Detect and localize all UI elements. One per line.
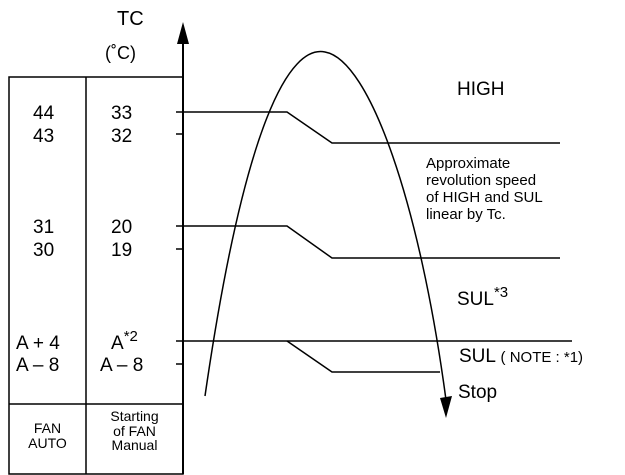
approx-line-2: revolution speed — [426, 172, 537, 189]
sul-label: SUL*3 — [457, 285, 508, 310]
stop-label: Stop — [458, 382, 498, 403]
col2-footer-line-1: Starting — [110, 408, 159, 424]
col2-low-base: A — [111, 333, 124, 354]
col2-footer-line-2: of FAN — [113, 422, 156, 439]
sul-note-label: SUL ( NOTE : *1) — [459, 347, 583, 366]
col2-high-value-1: 33 — [111, 103, 133, 124]
sul-note-main: SUL — [459, 346, 496, 367]
high-label: HIGH — [457, 79, 505, 100]
axis-label: TC — [117, 8, 144, 30]
hysteresis-curve — [204, 50, 447, 401]
col2-low-value-2: A – 8 — [100, 355, 144, 376]
col2-low-value-1: A*2 — [111, 329, 138, 354]
tc-axis-arrow-icon — [177, 22, 189, 44]
approx-note: Approximate revolution speed of HIGH and… — [426, 155, 543, 223]
col1-high-value-1: 44 — [33, 103, 55, 124]
axis-ticks — [176, 111, 183, 365]
col2-low-sup: *2 — [123, 328, 138, 345]
stop-step-line — [286, 340, 440, 373]
approx-line-4: linear by Tc. — [426, 206, 506, 223]
curve-arrow-icon — [440, 396, 452, 418]
col1-low-value-1: A + 4 — [16, 333, 60, 354]
col1-low-value-2: A – 8 — [16, 355, 60, 376]
approx-line-1: Approximate — [426, 155, 511, 172]
sul-step-line — [183, 225, 560, 259]
col1-sul-value-2: 30 — [33, 240, 55, 261]
axis-unit: (˚C) — [105, 43, 136, 63]
sul-note-paren: ( NOTE : *1) — [500, 349, 584, 366]
col2-high-value-2: 32 — [111, 126, 133, 147]
sul-label-sup: *3 — [493, 284, 509, 301]
col2-sul-value-1: 20 — [111, 217, 133, 238]
col2-footer: Starting of FAN Manual — [86, 409, 183, 453]
col1-sul-value-1: 31 — [33, 217, 55, 238]
col1-footer: FAN AUTO — [9, 421, 86, 450]
col2-sul-value-2: 19 — [111, 240, 133, 261]
col1-high-value-2: 43 — [33, 126, 55, 147]
col2-footer-line-3: Manual — [111, 437, 158, 454]
high-step-line — [183, 111, 560, 144]
col1-footer-line-2: AUTO — [28, 434, 67, 451]
sul-label-text: SUL — [457, 289, 494, 310]
approx-line-3: of HIGH and SUL — [426, 189, 543, 206]
col1-footer-line-1: FAN — [33, 420, 62, 436]
